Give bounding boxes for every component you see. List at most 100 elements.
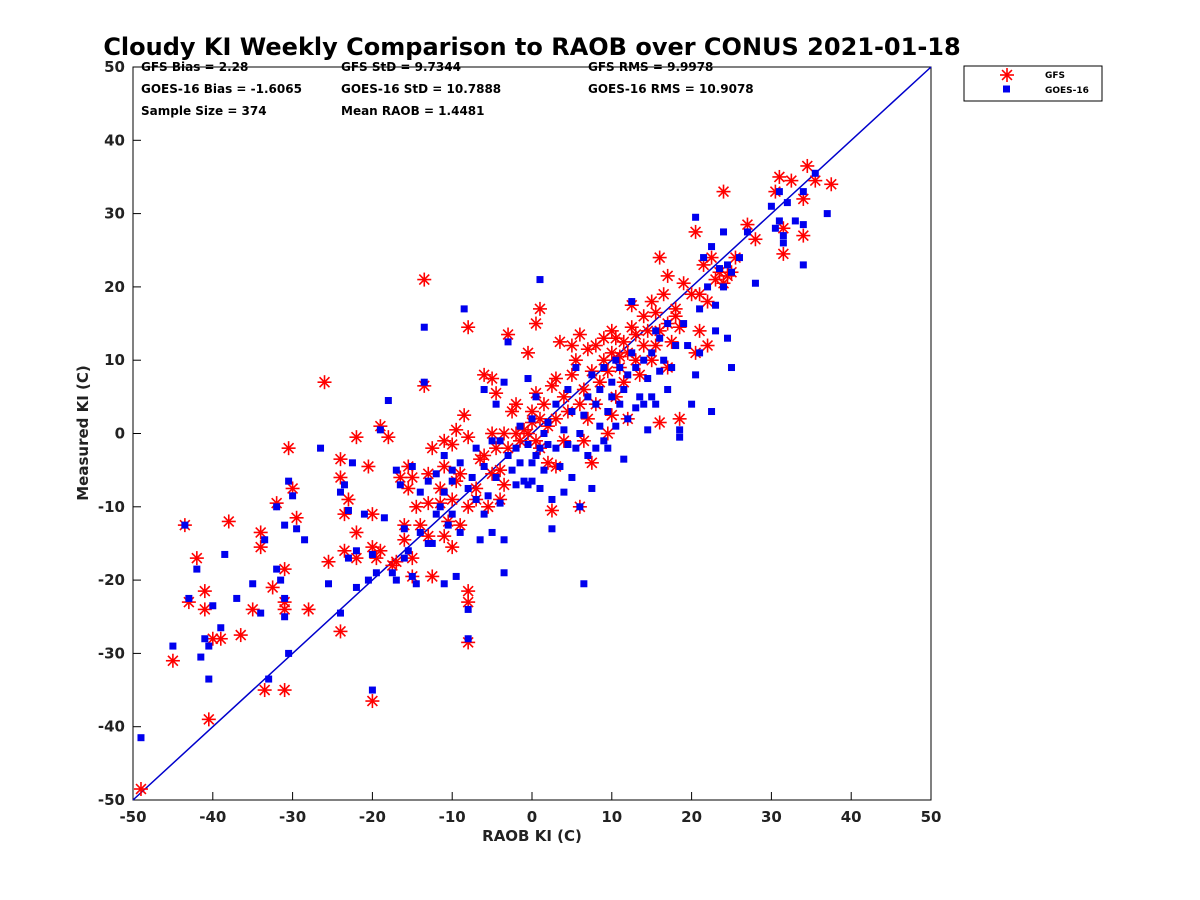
goes16-point: [612, 356, 620, 364]
gfs-point: [321, 554, 336, 569]
goes16-point: [384, 397, 392, 405]
goes16-point: [604, 444, 612, 452]
gfs-point: [772, 169, 787, 184]
gfs-point: [277, 683, 292, 698]
goes16-point: [720, 228, 728, 236]
goes-bias-label: GOES-16 Bias = -1.6065: [141, 82, 302, 96]
x-tick-label: 50: [921, 808, 942, 826]
gfs-point: [365, 694, 380, 709]
y-tick-label: 10: [104, 351, 125, 369]
gfs-point: [776, 246, 791, 261]
goes16-point: [460, 305, 468, 313]
gfs-point: [341, 492, 356, 507]
goes16-point: [464, 484, 472, 492]
goes16-point: [588, 484, 596, 492]
goes16-point: [536, 276, 544, 284]
goes16-point: [428, 539, 436, 547]
goes16-point: [716, 265, 724, 273]
gfs-point: [513, 433, 528, 448]
gfs-point: [477, 448, 492, 463]
gfs-point: [656, 287, 671, 302]
x-tick-label: -10: [439, 808, 466, 826]
legend-gfs-asterisk-icon: [1000, 68, 1014, 82]
goes16-point: [416, 488, 424, 496]
goes16-point: [388, 569, 396, 577]
gfs-point: [564, 367, 579, 382]
goes16-point: [193, 565, 201, 573]
gfs-point: [349, 525, 364, 540]
goes16-point: [811, 169, 819, 177]
y-tick-label: -50: [98, 791, 125, 809]
x-tick-label: 0: [527, 808, 537, 826]
goes16-point: [500, 378, 508, 386]
x-tick-label: 10: [601, 808, 622, 826]
goes16-point: [368, 550, 376, 558]
goes16-point: [644, 426, 652, 434]
goes16-point: [512, 481, 520, 489]
goes16-point: [628, 298, 636, 306]
gfs-point: [425, 441, 440, 456]
gfs-point: [381, 430, 396, 445]
goes16-point: [684, 342, 692, 350]
goes16-point: [261, 536, 269, 544]
gfs-point: [700, 338, 715, 353]
gfs-rms-label: GFS RMS = 9.9978: [588, 60, 713, 74]
gfs-point: [604, 323, 619, 338]
gfs-point: [688, 224, 703, 239]
goes16-point: [336, 609, 344, 617]
gfs-point: [544, 378, 559, 393]
goes16-point: [344, 506, 352, 514]
gfs-point: [664, 334, 679, 349]
goes16-point: [779, 239, 787, 247]
legend: GFS GOES-16: [963, 65, 1103, 102]
goes16-point: [440, 451, 448, 459]
goes16-point: [696, 305, 704, 313]
goes16-point: [432, 510, 440, 518]
goes16-point: [596, 422, 604, 430]
y-tick-label: -30: [98, 644, 125, 662]
gfs-point: [528, 316, 543, 331]
gfs-std-label: GFS StD = 9.7344: [341, 60, 461, 74]
goes16-point: [584, 393, 592, 401]
goes16-point: [584, 451, 592, 459]
gfs-point: [425, 569, 440, 584]
goes16-point: [656, 367, 664, 375]
goes16-point: [676, 426, 684, 434]
goes16-point: [560, 426, 568, 434]
goes16-point: [432, 470, 440, 478]
gfs-point: [337, 543, 352, 558]
gfs-point: [497, 426, 512, 441]
gfs-point: [648, 338, 663, 353]
goes16-point: [372, 569, 380, 577]
x-tick-label: 20: [681, 808, 702, 826]
goes16-point: [392, 466, 400, 474]
gfs-point: [568, 353, 583, 368]
gfs-point: [221, 514, 236, 529]
goes16-point: [564, 386, 572, 394]
gfs-point: [301, 602, 316, 617]
gfs-point: [461, 430, 476, 445]
goes16-point: [728, 364, 735, 372]
gfs-point: [800, 158, 815, 173]
goes16-point: [700, 254, 708, 262]
goes16-point: [504, 338, 512, 346]
goes16-point: [488, 528, 496, 536]
goes16-point: [325, 580, 333, 588]
goes16-point: [540, 430, 548, 437]
goes16-point: [544, 440, 552, 448]
gfs-point: [576, 382, 591, 397]
goes16-point: [277, 576, 285, 584]
goes16-point: [436, 503, 444, 511]
goes16-point: [368, 686, 376, 694]
legend-goes-square-icon: [1003, 85, 1010, 93]
goes16-point: [456, 528, 464, 536]
goes16-point: [728, 268, 735, 276]
goes16-point: [692, 213, 700, 221]
goes16-point: [556, 462, 564, 470]
goes16-point: [281, 594, 289, 602]
goes16-point: [604, 408, 612, 416]
gfs-point: [652, 250, 667, 265]
goes16-point: [281, 521, 289, 529]
gfs-point: [644, 294, 659, 309]
